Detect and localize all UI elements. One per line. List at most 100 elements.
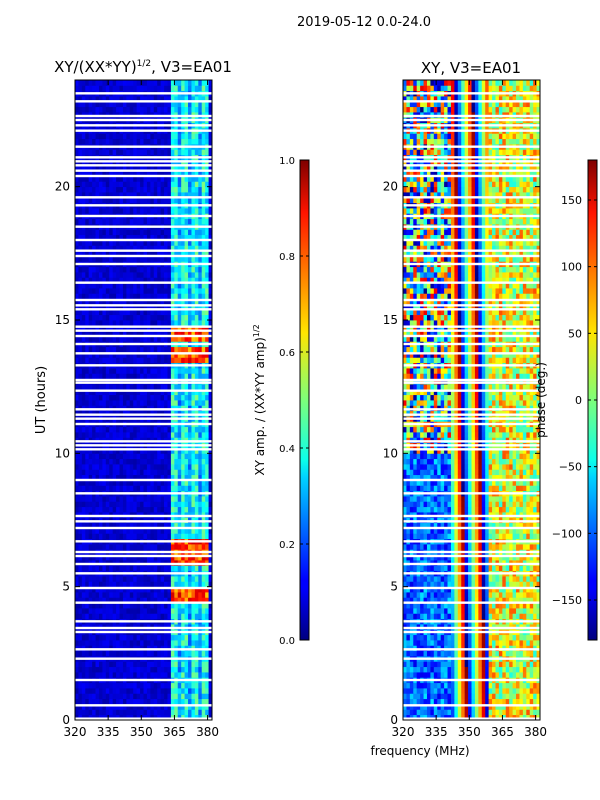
heatmap-cell bbox=[160, 234, 165, 241]
heatmap-cell bbox=[167, 389, 172, 396]
heatmap-cell bbox=[78, 266, 83, 273]
heatmap-cell bbox=[112, 501, 117, 508]
heatmap-cell bbox=[184, 192, 189, 198]
heatmap-cell bbox=[198, 522, 203, 529]
heatmap-cell bbox=[109, 282, 114, 289]
heatmap-cell bbox=[109, 528, 114, 534]
heatmap-cell bbox=[109, 400, 114, 406]
heatmap-cell bbox=[136, 592, 141, 598]
heatmap-cell bbox=[85, 330, 90, 337]
heatmap-cell bbox=[157, 432, 162, 438]
heatmap-cell bbox=[136, 682, 141, 689]
heatmap-cell bbox=[129, 394, 134, 401]
heatmap-cell bbox=[92, 576, 96, 582]
heatmap-cell bbox=[208, 426, 212, 433]
heatmap-cell bbox=[78, 149, 83, 156]
heatmap-cell bbox=[167, 234, 172, 241]
heatmap-cell bbox=[164, 229, 168, 236]
heatmap-cell bbox=[105, 661, 110, 668]
heatmap-cell bbox=[116, 304, 120, 310]
heatmap-cell bbox=[208, 597, 212, 604]
heatmap-cell bbox=[85, 325, 90, 332]
heatmap-cell bbox=[205, 506, 209, 513]
heatmap-cell bbox=[119, 133, 124, 140]
heatmap-cell bbox=[95, 80, 100, 86]
heatmap-cell bbox=[205, 314, 209, 321]
heatmap-cell bbox=[75, 218, 79, 225]
heatmap-cell bbox=[126, 240, 131, 246]
heatmap-cell bbox=[194, 613, 199, 620]
heatmap-cell bbox=[116, 709, 120, 716]
heatmap-cell bbox=[88, 586, 93, 593]
heatmap-cell bbox=[194, 352, 199, 358]
heatmap-cell bbox=[122, 325, 127, 332]
heatmap-cell bbox=[78, 298, 83, 305]
heatmap-cell bbox=[98, 192, 103, 198]
heatmap-cell bbox=[122, 554, 127, 561]
heatmap-cell bbox=[112, 704, 117, 710]
heatmap-cell bbox=[140, 704, 144, 710]
heatmap-cell bbox=[85, 314, 90, 321]
heatmap-cell bbox=[157, 304, 162, 310]
heatmap-cell bbox=[129, 400, 134, 406]
heatmap-cell bbox=[423, 714, 428, 720]
heatmap-cell bbox=[208, 709, 212, 716]
heatmap-cell bbox=[129, 389, 134, 396]
heatmap-cell bbox=[140, 373, 144, 380]
heatmap-cell bbox=[170, 309, 175, 316]
heatmap-cell bbox=[75, 186, 79, 193]
heatmap-cell bbox=[140, 293, 144, 300]
heatmap-cell bbox=[181, 138, 185, 145]
heatmap-cell bbox=[164, 496, 168, 502]
heatmap-cell bbox=[133, 586, 138, 593]
heatmap-cell bbox=[143, 672, 148, 678]
heatmap-cell bbox=[181, 602, 185, 609]
heatmap-cell bbox=[136, 506, 141, 513]
heatmap-cell bbox=[95, 138, 100, 145]
heatmap-cell bbox=[184, 528, 189, 534]
heatmap-cell bbox=[98, 661, 103, 668]
heatmap-cell bbox=[201, 586, 206, 593]
heatmap-cell bbox=[109, 688, 114, 694]
heatmap-cell bbox=[198, 346, 203, 353]
heatmap-cell bbox=[143, 373, 148, 380]
heatmap-cell bbox=[160, 400, 165, 406]
heatmap-cell bbox=[205, 336, 209, 342]
heatmap-cell bbox=[105, 181, 110, 188]
heatmap-cell bbox=[174, 309, 179, 316]
heatmap-cell bbox=[140, 133, 144, 140]
heatmap-cell bbox=[177, 586, 182, 593]
heatmap-cell bbox=[112, 400, 117, 406]
heatmap-cell bbox=[119, 544, 124, 550]
heatmap-cell bbox=[198, 256, 203, 262]
heatmap-cell bbox=[146, 640, 151, 646]
heatmap-cell bbox=[102, 693, 107, 700]
heatmap-cell bbox=[119, 693, 124, 700]
heatmap-cell bbox=[102, 160, 107, 166]
heatmap-cell bbox=[85, 666, 90, 673]
heatmap-cell bbox=[133, 448, 138, 454]
heatmap-cell bbox=[78, 80, 83, 86]
heatmap-cell bbox=[143, 218, 148, 225]
heatmap-cell bbox=[81, 288, 86, 294]
heatmap-cell bbox=[191, 357, 196, 364]
heatmap-cell bbox=[78, 357, 83, 364]
heatmap-cell bbox=[129, 693, 134, 700]
heatmap-cell bbox=[109, 432, 114, 438]
heatmap-cell bbox=[98, 640, 103, 646]
heatmap-cell bbox=[98, 581, 103, 588]
heatmap-cell bbox=[95, 458, 100, 465]
heatmap-cell bbox=[98, 101, 103, 108]
heatmap-cell bbox=[116, 485, 120, 492]
heatmap-cell bbox=[153, 282, 158, 289]
heatmap-cell bbox=[85, 704, 90, 710]
heatmap-cell bbox=[75, 506, 79, 513]
heatmap-cell bbox=[105, 394, 110, 401]
heatmap-cell bbox=[126, 336, 131, 342]
heatmap-cell bbox=[146, 101, 151, 108]
heatmap-cell bbox=[188, 368, 192, 374]
heatmap-cell bbox=[188, 298, 192, 305]
heatmap-cell bbox=[146, 138, 151, 145]
heatmap-cell bbox=[184, 208, 189, 214]
heatmap-cell bbox=[208, 506, 212, 513]
